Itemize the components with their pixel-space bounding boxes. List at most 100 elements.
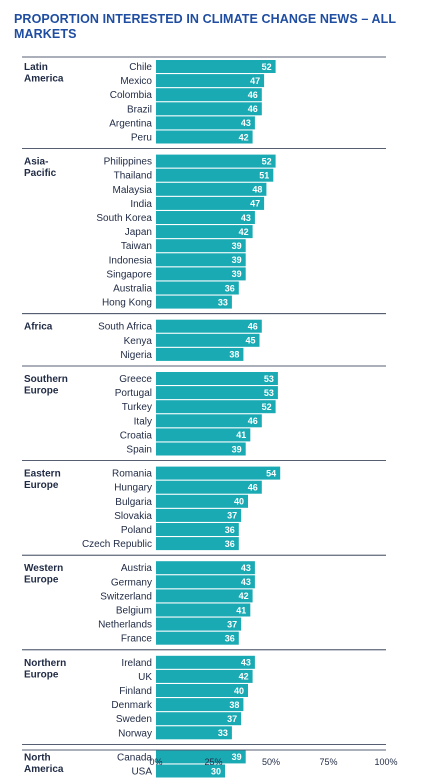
value-label-philippines: 52 [262, 156, 272, 166]
bar-peru [156, 130, 253, 144]
value-label-india: 47 [250, 199, 260, 209]
x-tick-label: 75% [319, 757, 337, 767]
market-label-hong-kong: Hong Kong [102, 298, 152, 309]
value-label-czech-republic: 36 [225, 539, 235, 549]
bar-nigeria [156, 347, 244, 361]
market-label-finland: Finland [119, 686, 152, 697]
chart-title: PROPORTION INTERESTED IN CLIMATE CHANGE … [14, 12, 396, 41]
value-label-mexico: 47 [250, 76, 260, 86]
market-label-nigeria: Nigeria [120, 350, 152, 361]
value-label-south-africa: 46 [248, 322, 258, 332]
market-label-sweden: Sweden [116, 714, 152, 725]
bar-colombia [156, 88, 262, 102]
market-label-colombia: Colombia [110, 90, 153, 101]
value-label-netherlands: 37 [227, 619, 237, 629]
market-label-norway: Norway [118, 728, 152, 739]
bar-japan [156, 225, 253, 239]
bar-denmark [156, 698, 244, 712]
value-label-nigeria: 38 [229, 350, 239, 360]
value-label-canada: 39 [232, 752, 242, 762]
value-label-poland: 36 [225, 525, 235, 535]
value-label-south-korea: 43 [241, 213, 251, 223]
bar-chile [156, 60, 276, 73]
market-label-portugal: Portugal [115, 388, 152, 399]
market-label-japan: Japan [125, 227, 152, 238]
market-label-chile: Chile [129, 62, 152, 73]
bar-ireland [156, 655, 255, 669]
value-label-romania: 54 [266, 468, 276, 478]
market-label-denmark: Denmark [111, 700, 153, 711]
bar-france [156, 631, 239, 645]
market-label-thailand: Thailand [114, 171, 152, 182]
bar-australia [156, 281, 239, 295]
bar-india [156, 196, 265, 210]
market-label-mexico: Mexico [120, 76, 152, 87]
value-label-australia: 36 [225, 283, 235, 293]
x-tick-label: 25% [204, 757, 222, 767]
value-label-france: 36 [225, 634, 235, 644]
market-label-greece: Greece [119, 374, 152, 385]
market-label-peru: Peru [131, 133, 152, 144]
bar-switzerland [156, 589, 253, 603]
market-label-malaysia: Malaysia [113, 185, 153, 196]
bar-taiwan [156, 239, 246, 253]
region-label-eastern-europe: Europe [24, 480, 59, 491]
region-label-latin-america: America [24, 74, 64, 85]
market-label-uk: UK [138, 672, 152, 683]
value-label-kenya: 45 [245, 336, 255, 346]
value-label-finland: 40 [234, 686, 244, 696]
value-label-turkey: 52 [262, 402, 272, 412]
bar-mexico [156, 74, 265, 88]
value-label-belgium: 41 [236, 605, 246, 615]
market-label-kenya: Kenya [124, 336, 153, 347]
value-label-slovakia: 37 [227, 511, 237, 521]
market-label-poland: Poland [121, 525, 152, 536]
bar-slovakia [156, 508, 242, 522]
value-label-thailand: 51 [259, 171, 269, 181]
value-label-switzerland: 42 [239, 591, 249, 601]
market-label-taiwan: Taiwan [121, 241, 152, 252]
value-label-chile: 52 [262, 62, 272, 72]
bar-south-korea [156, 211, 255, 224]
bar-netherlands [156, 617, 242, 631]
x-tick-label: 0% [149, 757, 162, 767]
bar-norway [156, 726, 232, 740]
region-label-eastern-europe: Eastern [24, 469, 61, 480]
bar-germany [156, 575, 255, 589]
bar-indonesia [156, 253, 246, 267]
market-label-ireland: Ireland [121, 658, 152, 669]
market-label-germany: Germany [111, 577, 152, 588]
bar-belgium [156, 603, 251, 617]
x-tick-label: 100% [374, 757, 397, 767]
value-label-germany: 43 [241, 577, 251, 587]
value-label-indonesia: 39 [232, 255, 242, 265]
bar-south-africa [156, 319, 262, 333]
bar-sweden [156, 712, 242, 726]
bar-philippines [156, 154, 276, 168]
bar-turkey [156, 400, 276, 414]
value-label-hong-kong: 33 [218, 297, 228, 307]
bar-hungary [156, 480, 262, 494]
bar-usa [156, 764, 225, 778]
region-label-north-america: America [24, 764, 64, 775]
market-label-philippines: Philippines [104, 157, 152, 168]
region-label-southern-europe: Southern [24, 374, 68, 385]
bar-kenya [156, 333, 260, 347]
market-label-brazil: Brazil [127, 104, 152, 115]
region-label-northern-europe: Northern [24, 658, 66, 669]
market-label-austria: Austria [121, 563, 153, 574]
value-label-denmark: 38 [229, 700, 239, 710]
region-label-western-europe: Western [24, 563, 63, 574]
value-label-greece: 53 [264, 374, 274, 384]
market-label-canada: Canada [117, 752, 152, 763]
value-label-austria: 43 [241, 563, 251, 573]
market-label-switzerland: Switzerland [100, 591, 152, 602]
market-label-turkey: Turkey [122, 402, 152, 413]
bar-malaysia [156, 182, 267, 196]
bar-brazil [156, 102, 262, 116]
market-label-france: France [121, 634, 153, 645]
value-label-italy: 46 [248, 416, 258, 426]
market-label-south-korea: South Korea [96, 213, 152, 224]
value-label-croatia: 41 [236, 430, 246, 440]
